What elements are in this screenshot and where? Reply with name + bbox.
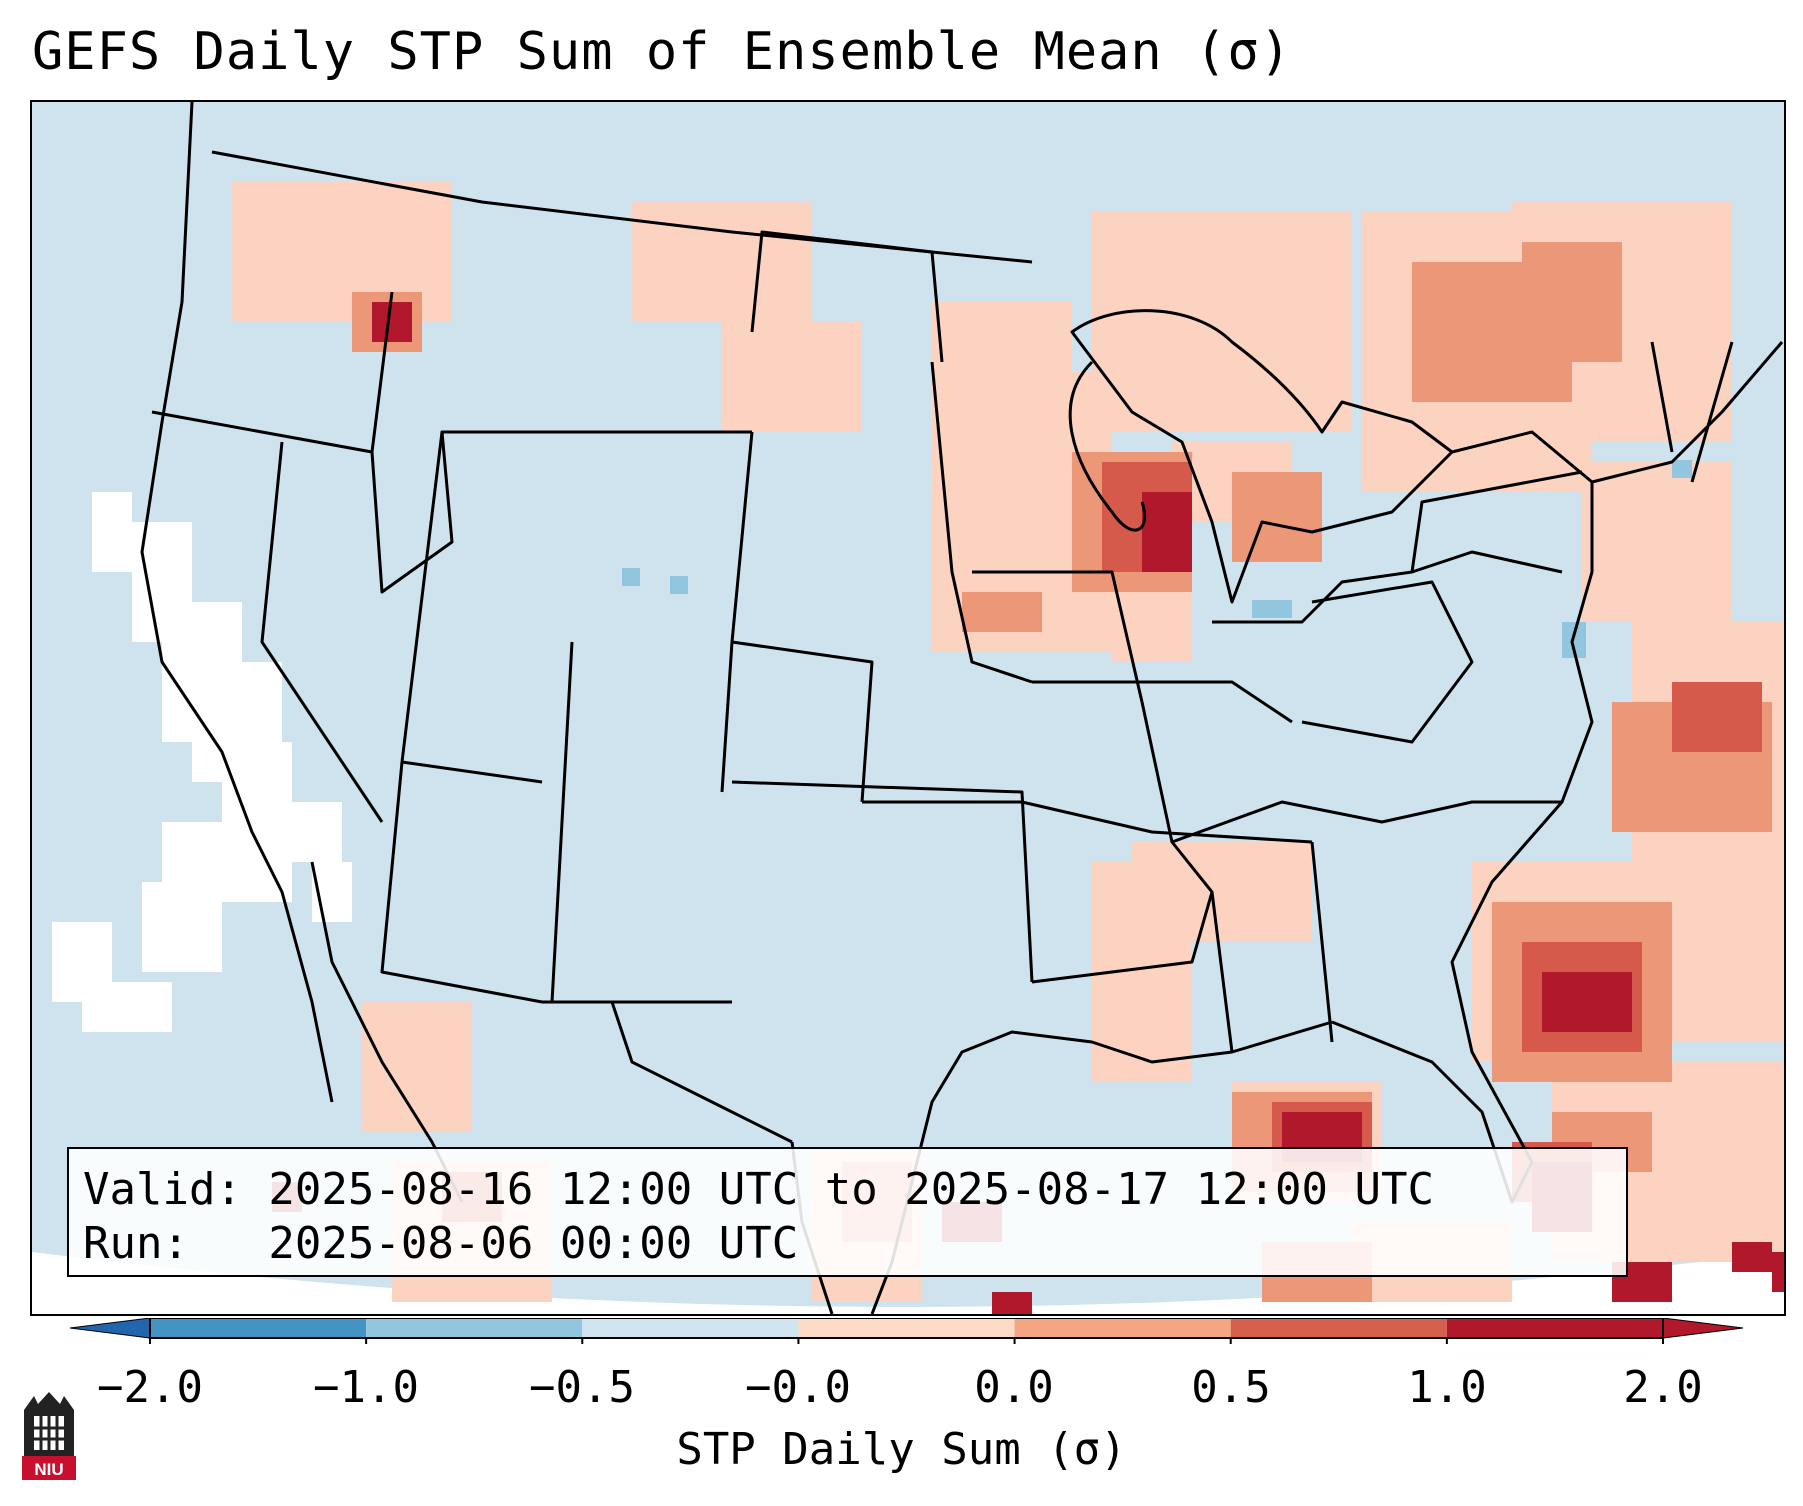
colorbar-tick: −1.0 [313,1362,419,1413]
colorbar-tick: 0.5 [1191,1362,1271,1413]
colorbar-tick: 2.0 [1623,1362,1703,1413]
colorbar-segment [1446,1318,1663,1338]
colorbar-tick: −0.5 [529,1362,635,1413]
colorbar-tick: 0.0 [974,1362,1054,1413]
borders [140,102,1784,1314]
colorbar-extend-high [1662,1318,1744,1339]
map-panel [30,100,1786,1316]
colorbar-segment [1014,1318,1231,1338]
colorbar-label: STP Daily Sum (σ) [676,1424,1127,1475]
niu-logo: NIU [22,1392,76,1480]
logo-text: NIU [34,1460,63,1479]
colorbar-segment [150,1318,367,1338]
near-zero-patches [52,492,352,1032]
colorbar-tick: −0.0 [745,1362,851,1413]
valid-time: Valid: 2025-08-16 12:00 UTC to 2025-08-1… [83,1164,1435,1215]
colorbar-outline [149,1318,1664,1339]
colorbar-segment [1230,1318,1447,1338]
valid-run-box: Valid: 2025-08-16 12:00 UTC to 2025-08-1… [67,1147,1628,1277]
colorbar [69,1318,1744,1344]
colorbar-tick: 1.0 [1407,1362,1487,1413]
colorbar-segment [582,1318,799,1338]
colorbar-extend-low [69,1318,151,1339]
run-time: Run: 2025-08-06 00:00 UTC [83,1218,799,1269]
anomaly-negative [622,460,1692,658]
chart-title: GEFS Daily STP Sum of Ensemble Mean (σ) [32,22,1292,82]
colorbar-segment [366,1318,583,1338]
colorbar-segment [798,1318,1015,1338]
colorbar-tick: −2.0 [97,1362,203,1413]
map-svg [32,102,1784,1314]
